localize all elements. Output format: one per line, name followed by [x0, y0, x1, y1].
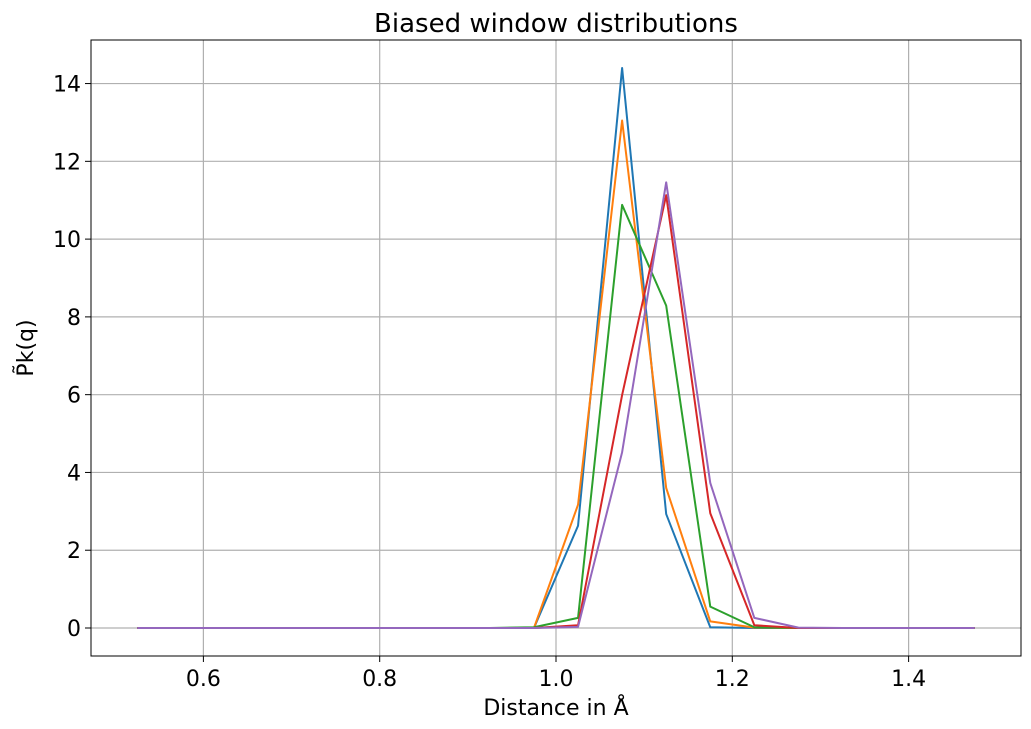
chart-title: Biased window distributions	[374, 9, 738, 39]
x-tick-label: 1.4	[891, 667, 926, 692]
series-line-5	[137, 181, 975, 629]
series-lines	[137, 67, 975, 629]
y-tick-label: 4	[67, 461, 81, 486]
y-tick-label: 6	[67, 384, 81, 409]
y-tick-label: 12	[53, 150, 81, 175]
y-tick-label: 2	[67, 539, 81, 564]
x-tick-label: 1.0	[539, 667, 574, 692]
x-tick-label: 1.2	[715, 667, 750, 692]
y-tick-label: 8	[67, 306, 81, 331]
y-tick-label: 0	[67, 617, 81, 642]
y-tick-label: 14	[53, 73, 81, 98]
y-tick-label: 10	[53, 228, 81, 253]
x-axis-label: Distance in Å	[483, 694, 628, 721]
ticks: 0.6 0.8 1.0 1.2 1.4 0 2 4 6 8 10 12 14	[53, 73, 926, 692]
y-axis-label: P̃k(q)	[13, 319, 39, 376]
x-tick-label: 0.8	[362, 667, 397, 692]
x-tick-label: 0.6	[186, 667, 221, 692]
